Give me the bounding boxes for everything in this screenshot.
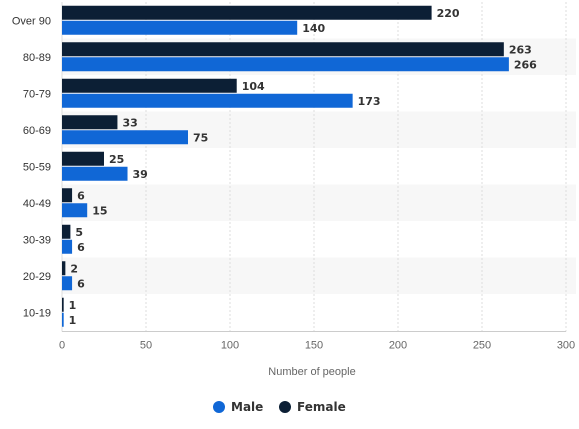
bar-male-70-79[interactable] [62,93,353,108]
bar-male-60-69[interactable] [62,130,188,145]
row-bands [62,38,576,294]
bar-male-80-89[interactable] [62,57,509,72]
bar-female-60-69[interactable] [62,115,118,130]
data-label-male: 75 [193,131,208,144]
legend-marker [279,401,291,413]
bar-male-50-59[interactable] [62,166,128,181]
bar-male-30-39[interactable] [62,239,73,254]
x-tick-label: 0 [59,340,65,352]
bar-female-80-89[interactable] [62,42,504,57]
data-label-female: 5 [75,226,83,239]
category-labels: Over 90 80-89 70-79 60-69 50-59 40-49 30-39 20-… [12,15,51,319]
bar-female-10-19[interactable] [62,297,64,312]
category-label: 10-19 [23,307,51,319]
category-label: Over 90 [12,15,51,27]
bar-female-over-90[interactable] [62,5,432,20]
category-label: 80-89 [23,52,51,64]
category-label: 70-79 [23,88,51,100]
category-label: 60-69 [23,125,51,137]
legend[interactable]: Male Female [213,400,346,414]
x-axis-title: Number of people [268,366,355,378]
legend-item-male[interactable]: Male [213,400,263,414]
x-tick-label: 50 [140,340,152,352]
bar-female-20-29[interactable] [62,261,66,276]
bar-female-70-79[interactable] [62,78,237,93]
category-label: 50-59 [23,161,51,173]
data-label-female: 25 [109,153,124,166]
data-label-female: 33 [122,116,137,129]
data-label-male: 173 [358,95,381,108]
bar-female-50-59[interactable] [62,151,104,166]
category-label: 40-49 [23,198,51,210]
x-tick-label: 250 [473,340,491,352]
data-label-male: 6 [77,277,85,290]
category-label: 30-39 [23,234,51,246]
x-tick-label: 150 [305,340,323,352]
data-label-female: 104 [242,80,265,93]
data-label-female: 263 [509,43,532,56]
data-label-male: 39 [133,168,148,181]
x-axis-ticks: 0 50 100 150 200 250 300 [59,340,575,352]
bars [62,5,509,327]
data-label-male: 140 [302,22,325,35]
x-tick-label: 300 [557,340,575,352]
data-label-female: 2 [70,262,78,275]
bar-male-40-49[interactable] [62,203,88,218]
data-label-female: 6 [77,189,85,202]
row-band [62,257,576,294]
row-band [62,184,576,221]
legend-item-female[interactable]: Female [279,400,346,414]
x-tick-label: 100 [221,340,239,352]
legend-label: Male [231,400,263,414]
data-label-male: 6 [77,241,85,254]
category-label: 20-29 [23,271,51,283]
bar-male-10-19[interactable] [62,312,64,327]
bar-female-30-39[interactable] [62,224,71,239]
legend-label: Female [297,400,346,414]
data-label-female: 220 [437,7,460,20]
data-label-male: 266 [514,58,537,71]
bar-male-20-29[interactable] [62,276,73,291]
legend-marker [213,401,225,413]
bar-female-40-49[interactable] [62,188,73,203]
data-label-female: 1 [69,299,77,312]
data-label-male: 15 [92,204,107,217]
bar-male-over-90[interactable] [62,20,298,35]
data-label-male: 1 [69,314,77,327]
x-tick-label: 200 [389,340,407,352]
